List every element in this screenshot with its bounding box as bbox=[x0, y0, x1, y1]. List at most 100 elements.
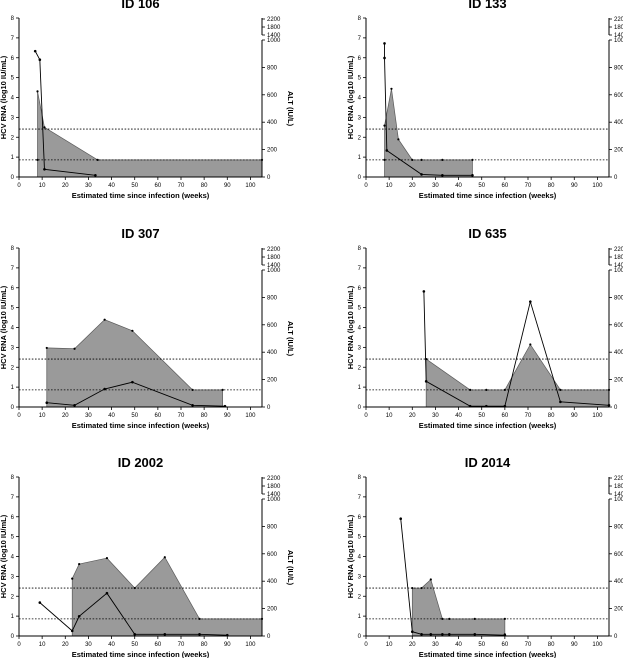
x-tick-label: 80 bbox=[548, 413, 555, 419]
hcv-rna-point bbox=[43, 126, 46, 129]
x-tick-label: 0 bbox=[17, 183, 21, 189]
y-right-axis-label: ALT (IU/L) bbox=[286, 321, 295, 357]
y-right-break-tick-label: 1400 bbox=[267, 263, 281, 269]
x-tick-label: 100 bbox=[245, 183, 256, 189]
y-right-tick-label: 400 bbox=[267, 579, 278, 585]
hcv-rna-point bbox=[390, 87, 393, 90]
x-tick-label: 10 bbox=[386, 413, 393, 419]
alt-line bbox=[34, 50, 96, 176]
y-left-tick-label: 2 bbox=[11, 365, 15, 371]
hcv-rna-point bbox=[397, 138, 400, 141]
y-right-tick-label: 200 bbox=[614, 148, 623, 154]
x-tick-label: 40 bbox=[455, 642, 462, 648]
alt-point bbox=[73, 403, 76, 407]
alt-point bbox=[429, 632, 433, 636]
y-right-tick-label: 200 bbox=[267, 378, 278, 384]
x-tick-label: 10 bbox=[39, 183, 46, 189]
x-axis-label: Estimated time since infection (weeks) bbox=[72, 650, 210, 658]
x-tick-label: 40 bbox=[108, 642, 115, 648]
y-left-tick-label: 4 bbox=[11, 96, 15, 102]
x-tick-label: 0 bbox=[17, 642, 21, 648]
hcv-rna-point bbox=[411, 586, 414, 590]
alt-point bbox=[38, 58, 42, 61]
x-tick-label: 100 bbox=[592, 183, 603, 189]
chart-title: ID 307 bbox=[121, 226, 159, 241]
y-right-break-tick-label: 1800 bbox=[614, 25, 623, 31]
y-left-tick-label: 3 bbox=[358, 345, 362, 351]
y-right-tick-label: 1000 bbox=[614, 497, 623, 503]
y-left-tick-label: 0 bbox=[358, 405, 362, 411]
x-tick-label: 50 bbox=[131, 642, 138, 648]
y-left-tick-label: 5 bbox=[358, 535, 362, 541]
y-right-tick-label: 600 bbox=[267, 552, 278, 558]
y-left-tick-label: 7 bbox=[11, 495, 15, 501]
y-left-tick-label: 2 bbox=[11, 135, 15, 141]
y-left-tick-label: 6 bbox=[358, 515, 362, 521]
y-right-break-tick-label: 2200 bbox=[267, 476, 281, 482]
alt-point bbox=[420, 632, 423, 636]
y-right-break-tick-label: 2200 bbox=[267, 247, 281, 253]
alt-point bbox=[94, 173, 97, 177]
hcv-rna-point bbox=[163, 556, 166, 559]
alt-point bbox=[559, 400, 562, 404]
hcv-rna-point bbox=[73, 347, 76, 350]
alt-point bbox=[383, 56, 386, 60]
x-tick-label: 20 bbox=[409, 642, 416, 648]
y-right-tick-label: 1000 bbox=[267, 38, 281, 44]
alt-line bbox=[423, 291, 610, 407]
y-left-tick-label: 7 bbox=[11, 36, 15, 42]
x-axis-label: Estimated time since infection (weeks) bbox=[419, 650, 557, 658]
x-tick-label: 30 bbox=[432, 183, 439, 189]
hcv-rna-point bbox=[71, 577, 74, 580]
y-right-tick-label: 0 bbox=[614, 175, 618, 181]
y-right-break-tick-label: 1800 bbox=[614, 484, 623, 490]
hcv-rna-point bbox=[425, 357, 428, 361]
hcv-rna-point bbox=[429, 578, 432, 581]
y-left-tick-label: 1 bbox=[11, 614, 15, 620]
y-right-tick-label: 0 bbox=[267, 405, 271, 411]
chart-title: ID 133 bbox=[468, 0, 506, 11]
x-tick-label: 50 bbox=[131, 183, 138, 189]
y-left-tick-label: 0 bbox=[358, 175, 362, 181]
alt-point bbox=[529, 300, 532, 303]
x-tick-label: 50 bbox=[478, 642, 485, 648]
y-right-tick-label: 1000 bbox=[614, 38, 623, 44]
y-right-tick-label: 600 bbox=[267, 323, 278, 329]
chart-title: ID 106 bbox=[121, 0, 159, 11]
x-tick-label: 20 bbox=[62, 642, 69, 648]
alt-point bbox=[399, 517, 403, 520]
x-tick-label: 90 bbox=[571, 642, 578, 648]
alt-point bbox=[131, 380, 134, 384]
hcv-rna-area bbox=[384, 88, 473, 178]
hcv-rna-area bbox=[37, 91, 263, 178]
y-left-tick-label: 6 bbox=[11, 515, 15, 521]
x-tick-label: 30 bbox=[85, 413, 92, 419]
hcv-rna-point bbox=[36, 90, 39, 93]
y-left-tick-label: 1 bbox=[358, 385, 362, 391]
hcv-rna-area bbox=[71, 556, 263, 637]
y-left-tick-label: 5 bbox=[11, 535, 15, 541]
y-left-tick-label: 8 bbox=[11, 475, 15, 481]
x-tick-label: 40 bbox=[108, 183, 115, 189]
y-right-tick-label: 200 bbox=[267, 607, 278, 613]
x-tick-label: 80 bbox=[548, 642, 555, 648]
alt-point bbox=[163, 632, 167, 636]
y-left-axis-label: HCV RNA (log10 IU/mL) bbox=[346, 285, 355, 369]
chart-title: ID 2002 bbox=[118, 455, 164, 470]
y-left-tick-label: 1 bbox=[358, 155, 362, 161]
alt-point bbox=[385, 149, 389, 152]
y-left-axis-label: HCV RNA (log10 IU/mL) bbox=[346, 55, 355, 139]
x-tick-label: 50 bbox=[478, 183, 485, 189]
y-right-axis-label: ALT (IU/L) bbox=[286, 550, 295, 586]
y-left-tick-label: 0 bbox=[11, 634, 15, 640]
y-left-tick-label: 6 bbox=[11, 286, 15, 292]
y-right-tick-label: 200 bbox=[267, 148, 278, 154]
hcv-rna-point bbox=[559, 388, 562, 391]
chart-title: ID 2014 bbox=[465, 455, 511, 470]
hcv-rna-point bbox=[503, 617, 506, 620]
alt-point bbox=[448, 632, 451, 636]
y-right-tick-label: 200 bbox=[614, 378, 623, 384]
